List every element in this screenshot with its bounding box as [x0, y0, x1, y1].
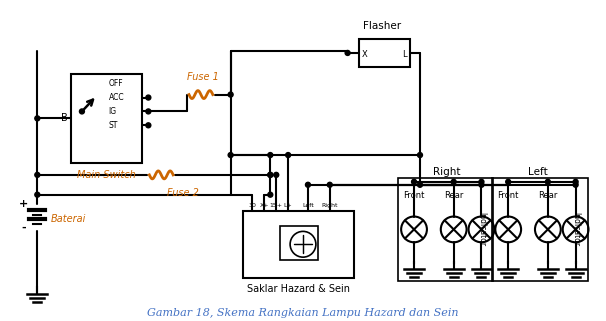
- Circle shape: [479, 182, 484, 187]
- Text: Gambar 18, Skema Rangkaian Lampu Hazard dan Sein: Gambar 18, Skema Rangkaian Lampu Hazard …: [147, 308, 459, 318]
- Circle shape: [228, 92, 233, 97]
- Text: Right: Right: [322, 203, 338, 208]
- Circle shape: [418, 182, 422, 187]
- Circle shape: [268, 172, 273, 178]
- Text: Main Switch: Main Switch: [78, 170, 136, 180]
- Text: L: L: [402, 50, 407, 59]
- Text: Fuse 1: Fuse 1: [187, 72, 219, 82]
- Text: OFF: OFF: [108, 79, 124, 88]
- Text: Left: Left: [302, 203, 314, 208]
- Text: 30: 30: [248, 203, 256, 208]
- Bar: [492, 178, 587, 281]
- Circle shape: [268, 152, 273, 158]
- Text: 15+: 15+: [270, 203, 283, 208]
- Circle shape: [545, 179, 550, 184]
- Text: Saklar Hazard & Sein: Saklar Hazard & Sein: [247, 284, 350, 294]
- Circle shape: [35, 172, 40, 178]
- Text: Indicator: Indicator: [571, 212, 580, 247]
- Text: Baterai: Baterai: [51, 214, 87, 224]
- Circle shape: [228, 152, 233, 158]
- Circle shape: [146, 95, 151, 100]
- Text: Indicator: Indicator: [477, 212, 486, 247]
- Circle shape: [35, 116, 40, 121]
- Circle shape: [146, 123, 151, 128]
- Circle shape: [268, 172, 273, 178]
- Circle shape: [506, 179, 511, 184]
- Bar: [398, 178, 493, 281]
- Text: -: -: [21, 222, 25, 232]
- Circle shape: [79, 109, 84, 114]
- Text: Left: Left: [528, 167, 548, 177]
- Text: Right: Right: [433, 167, 461, 177]
- Text: L+: L+: [284, 203, 293, 208]
- Text: X+: X+: [259, 203, 269, 208]
- Bar: [359, 39, 410, 67]
- Text: Rear: Rear: [444, 191, 464, 200]
- Circle shape: [274, 172, 279, 178]
- Circle shape: [451, 179, 456, 184]
- Bar: [280, 226, 318, 260]
- Text: Front: Front: [404, 191, 425, 200]
- Circle shape: [345, 50, 350, 56]
- Bar: [71, 74, 142, 163]
- Text: Flasher: Flasher: [363, 21, 401, 31]
- Circle shape: [418, 152, 422, 158]
- Text: X: X: [362, 50, 367, 59]
- Circle shape: [268, 192, 273, 197]
- Circle shape: [327, 182, 332, 187]
- Circle shape: [573, 182, 578, 187]
- Text: B: B: [61, 113, 67, 123]
- Text: Front: Front: [498, 191, 519, 200]
- Circle shape: [573, 179, 578, 184]
- Text: ST: ST: [108, 121, 118, 130]
- Circle shape: [411, 179, 416, 184]
- Text: +: +: [19, 199, 28, 209]
- Circle shape: [35, 192, 40, 197]
- Bar: [242, 211, 353, 278]
- Circle shape: [479, 179, 484, 184]
- Text: Fuse 2: Fuse 2: [167, 188, 199, 198]
- Circle shape: [146, 109, 151, 114]
- Circle shape: [305, 182, 310, 187]
- Text: IG: IG: [108, 107, 117, 116]
- Text: Rear: Rear: [538, 191, 558, 200]
- Text: ACC: ACC: [108, 93, 124, 102]
- Circle shape: [285, 152, 291, 158]
